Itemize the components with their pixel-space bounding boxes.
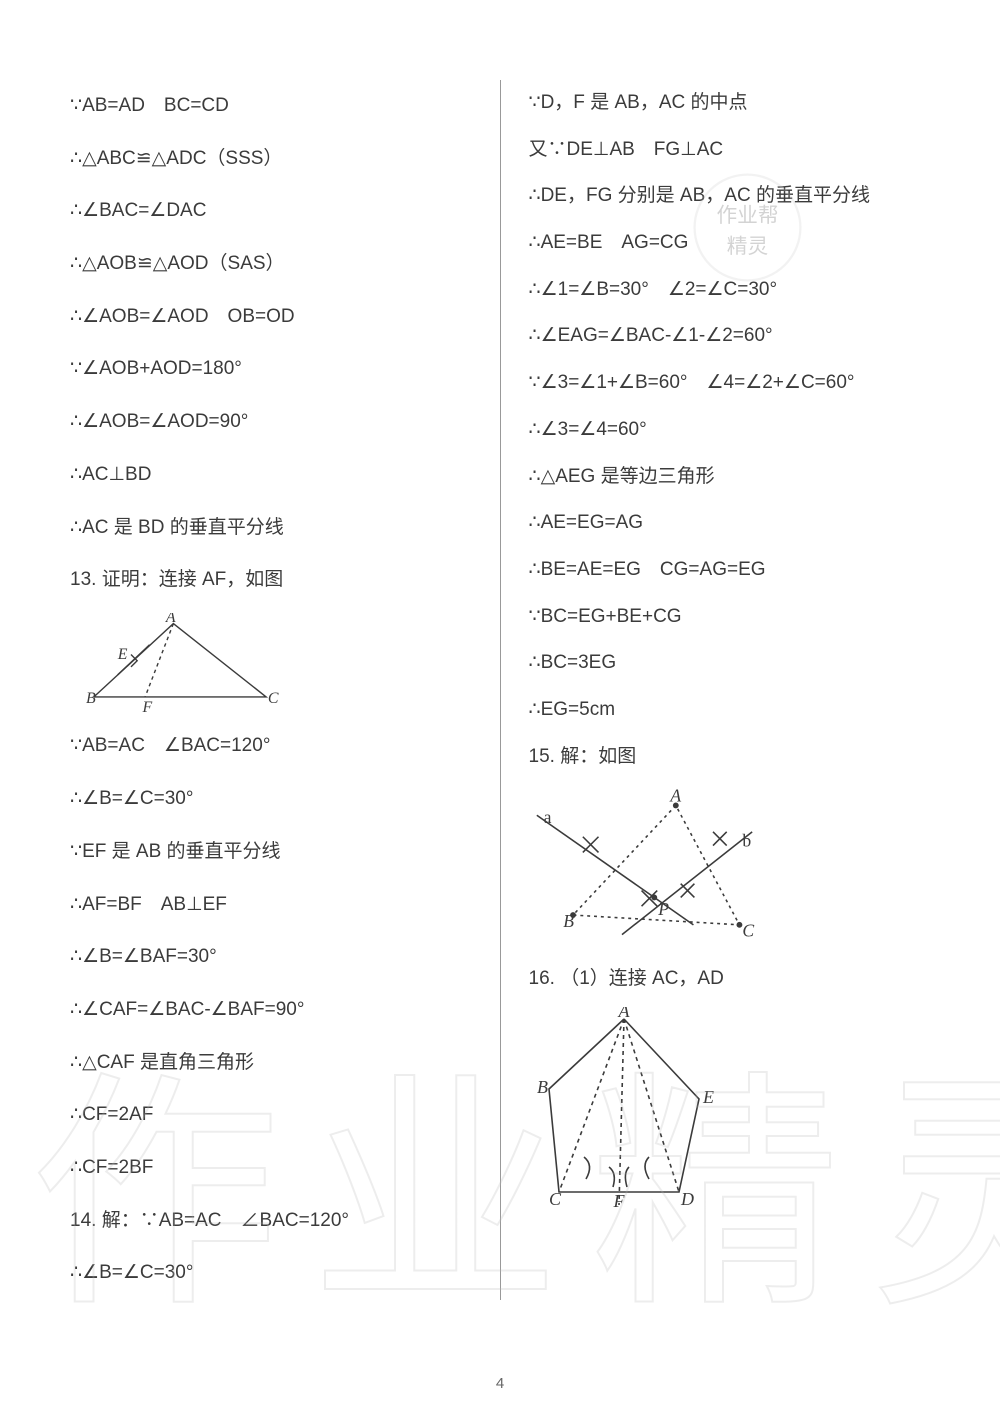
figure-15: A B C P a b bbox=[529, 786, 759, 956]
svg-text:E: E bbox=[117, 646, 128, 663]
proof-line: ∴CF=2BF bbox=[70, 1156, 472, 1181]
problem-15-heading: 15. 解：如图 bbox=[529, 745, 931, 770]
svg-text:E: E bbox=[702, 1087, 714, 1107]
proof-line: ∴∠AOB=∠AOD OB=OD bbox=[70, 305, 472, 330]
proof-line: 又∵DE⊥AB FG⊥AC bbox=[529, 138, 931, 163]
problem-14-heading: 14. 解：∵AB=AC ∠BAC=120° bbox=[70, 1209, 472, 1234]
svg-text:B: B bbox=[537, 1077, 548, 1097]
columns: ∵AB=AD BC=CD ∴△ABC≌△ADC（SSS） ∴∠BAC=∠DAC … bbox=[70, 80, 930, 1300]
svg-text:b: b bbox=[742, 831, 751, 851]
proof-line: ∴△CAF 是直角三角形 bbox=[70, 1051, 472, 1076]
proof-line: ∵BC=EG+BE+CG bbox=[529, 605, 931, 630]
page-number: 4 bbox=[0, 1375, 1000, 1392]
svg-text:B: B bbox=[563, 911, 574, 931]
left-column: ∵AB=AD BC=CD ∴△ABC≌△ADC（SSS） ∴∠BAC=∠DAC … bbox=[70, 80, 500, 1300]
figure-16: A B C D E F bbox=[529, 1007, 719, 1207]
svg-text:C: C bbox=[549, 1189, 562, 1207]
svg-text:A: A bbox=[669, 786, 681, 806]
proof-line: ∵D，F 是 AB，AC 的中点 bbox=[529, 91, 931, 116]
proof-line: ∴∠B=∠C=30° bbox=[70, 1261, 472, 1286]
proof-line: ∴△AEG 是等边三角形 bbox=[529, 465, 931, 490]
svg-text:a: a bbox=[543, 807, 551, 827]
svg-text:B: B bbox=[86, 690, 96, 707]
proof-line: ∴△ABC≌△ADC（SSS） bbox=[70, 147, 472, 172]
svg-text:C: C bbox=[268, 690, 279, 707]
proof-line: ∴AC 是 BD 的垂直平分线 bbox=[70, 516, 472, 541]
proof-line: ∴DE，FG 分别是 AB，AC 的垂直平分线 bbox=[529, 184, 931, 209]
proof-line: ∴CF=2AF bbox=[70, 1103, 472, 1128]
svg-text:A: A bbox=[617, 1007, 630, 1021]
proof-line: ∴∠EAG=∠BAC-∠1-∠2=60° bbox=[529, 324, 931, 349]
proof-line: ∴∠3=∠4=60° bbox=[529, 418, 931, 443]
problem-13-heading: 13. 证明：连接 AF，如图 bbox=[70, 568, 472, 593]
proof-line: ∴AC⊥BD bbox=[70, 463, 472, 488]
proof-line: ∴∠1=∠B=30° ∠2=∠C=30° bbox=[529, 278, 931, 303]
proof-line: ∴∠B=∠BAF=30° bbox=[70, 945, 472, 970]
svg-text:F: F bbox=[612, 1191, 625, 1207]
proof-line: ∵AB=AD BC=CD bbox=[70, 94, 472, 119]
svg-text:D: D bbox=[680, 1189, 694, 1207]
proof-line: ∵AB=AC ∠BAC=120° bbox=[70, 734, 472, 759]
proof-line: ∴∠B=∠C=30° bbox=[70, 787, 472, 812]
proof-line: ∴BE=AE=EG CG=AG=EG bbox=[529, 558, 931, 583]
svg-text:A: A bbox=[165, 613, 176, 626]
proof-line: ∴EG=5cm bbox=[529, 698, 931, 723]
svg-text:C: C bbox=[742, 921, 754, 941]
problem-16-heading: 16. （1）连接 AC，AD bbox=[529, 967, 931, 992]
proof-line: ∵∠AOB+AOD=180° bbox=[70, 357, 472, 382]
proof-line: ∴∠BAC=∠DAC bbox=[70, 199, 472, 224]
proof-line: ∴∠CAF=∠BAC-∠BAF=90° bbox=[70, 998, 472, 1023]
proof-line: ∵∠3=∠1+∠B=60° ∠4=∠2+∠C=60° bbox=[529, 371, 931, 396]
proof-line: ∴AF=BF AB⊥EF bbox=[70, 893, 472, 918]
proof-line: ∴△AOB≌△AOD（SAS） bbox=[70, 252, 472, 277]
svg-text:F: F bbox=[141, 699, 152, 715]
proof-line: ∵EF 是 AB 的垂直平分线 bbox=[70, 840, 472, 865]
figure-13: A B C E F bbox=[70, 613, 290, 715]
proof-line: ∴BC=3EG bbox=[529, 651, 931, 676]
page: 作业帮 精灵 作 业 精 灵 ∵AB=AD BC=CD ∴△ABC≌△ADC（S… bbox=[0, 0, 1000, 1414]
proof-line: ∴AE=BE AG=CG bbox=[529, 231, 931, 256]
proof-line: ∴AE=EG=AG bbox=[529, 511, 931, 536]
proof-line: ∴∠AOB=∠AOD=90° bbox=[70, 410, 472, 435]
svg-text:P: P bbox=[657, 899, 669, 919]
right-column: ∵D，F 是 AB，AC 的中点 又∵DE⊥AB FG⊥AC ∴DE，FG 分别… bbox=[500, 80, 931, 1300]
